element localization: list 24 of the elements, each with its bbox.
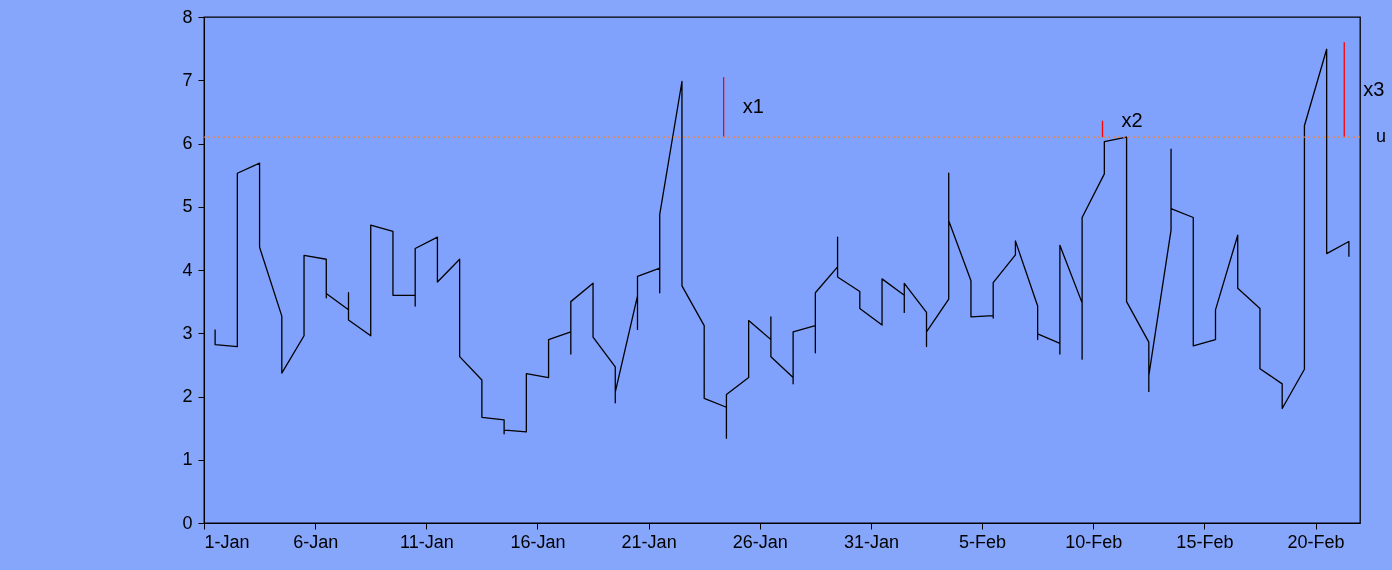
x-tick-label: 31-Jan	[843, 531, 899, 552]
x-tick-label: 15-Feb	[1176, 531, 1234, 552]
y-tick-label: 8	[182, 6, 193, 27]
y-tick-label: 1	[182, 449, 193, 470]
ref-line-label: u	[1376, 126, 1387, 147]
y-tick-label: 7	[182, 69, 193, 90]
x-tick-label: 10-Feb	[1065, 531, 1123, 552]
x-tick-label: 6-Jan	[293, 531, 339, 552]
y-tick-label: 4	[182, 259, 193, 280]
x-tick-label: 21-Jan	[621, 531, 677, 552]
y-tick-label: 3	[182, 322, 193, 343]
y-tick-label: 6	[182, 133, 193, 153]
x-tick-label: 1-Jan	[204, 531, 250, 552]
x-tick-label: 5-Feb	[959, 531, 1007, 552]
x-tick-label: 11-Jan	[399, 531, 454, 552]
x-tick-label: 26-Jan	[732, 531, 788, 552]
annotation: x3	[1363, 77, 1385, 100]
annotation: x1	[742, 94, 764, 117]
x-tick-label: 16-Jan	[510, 531, 566, 552]
y-tick-label: 0	[182, 512, 193, 533]
x-tick-label: 20-Feb	[1287, 531, 1345, 552]
y-tick-label: 2	[182, 386, 193, 406]
y-tick-label: 5	[182, 196, 193, 217]
annotation: x2	[1121, 108, 1143, 131]
